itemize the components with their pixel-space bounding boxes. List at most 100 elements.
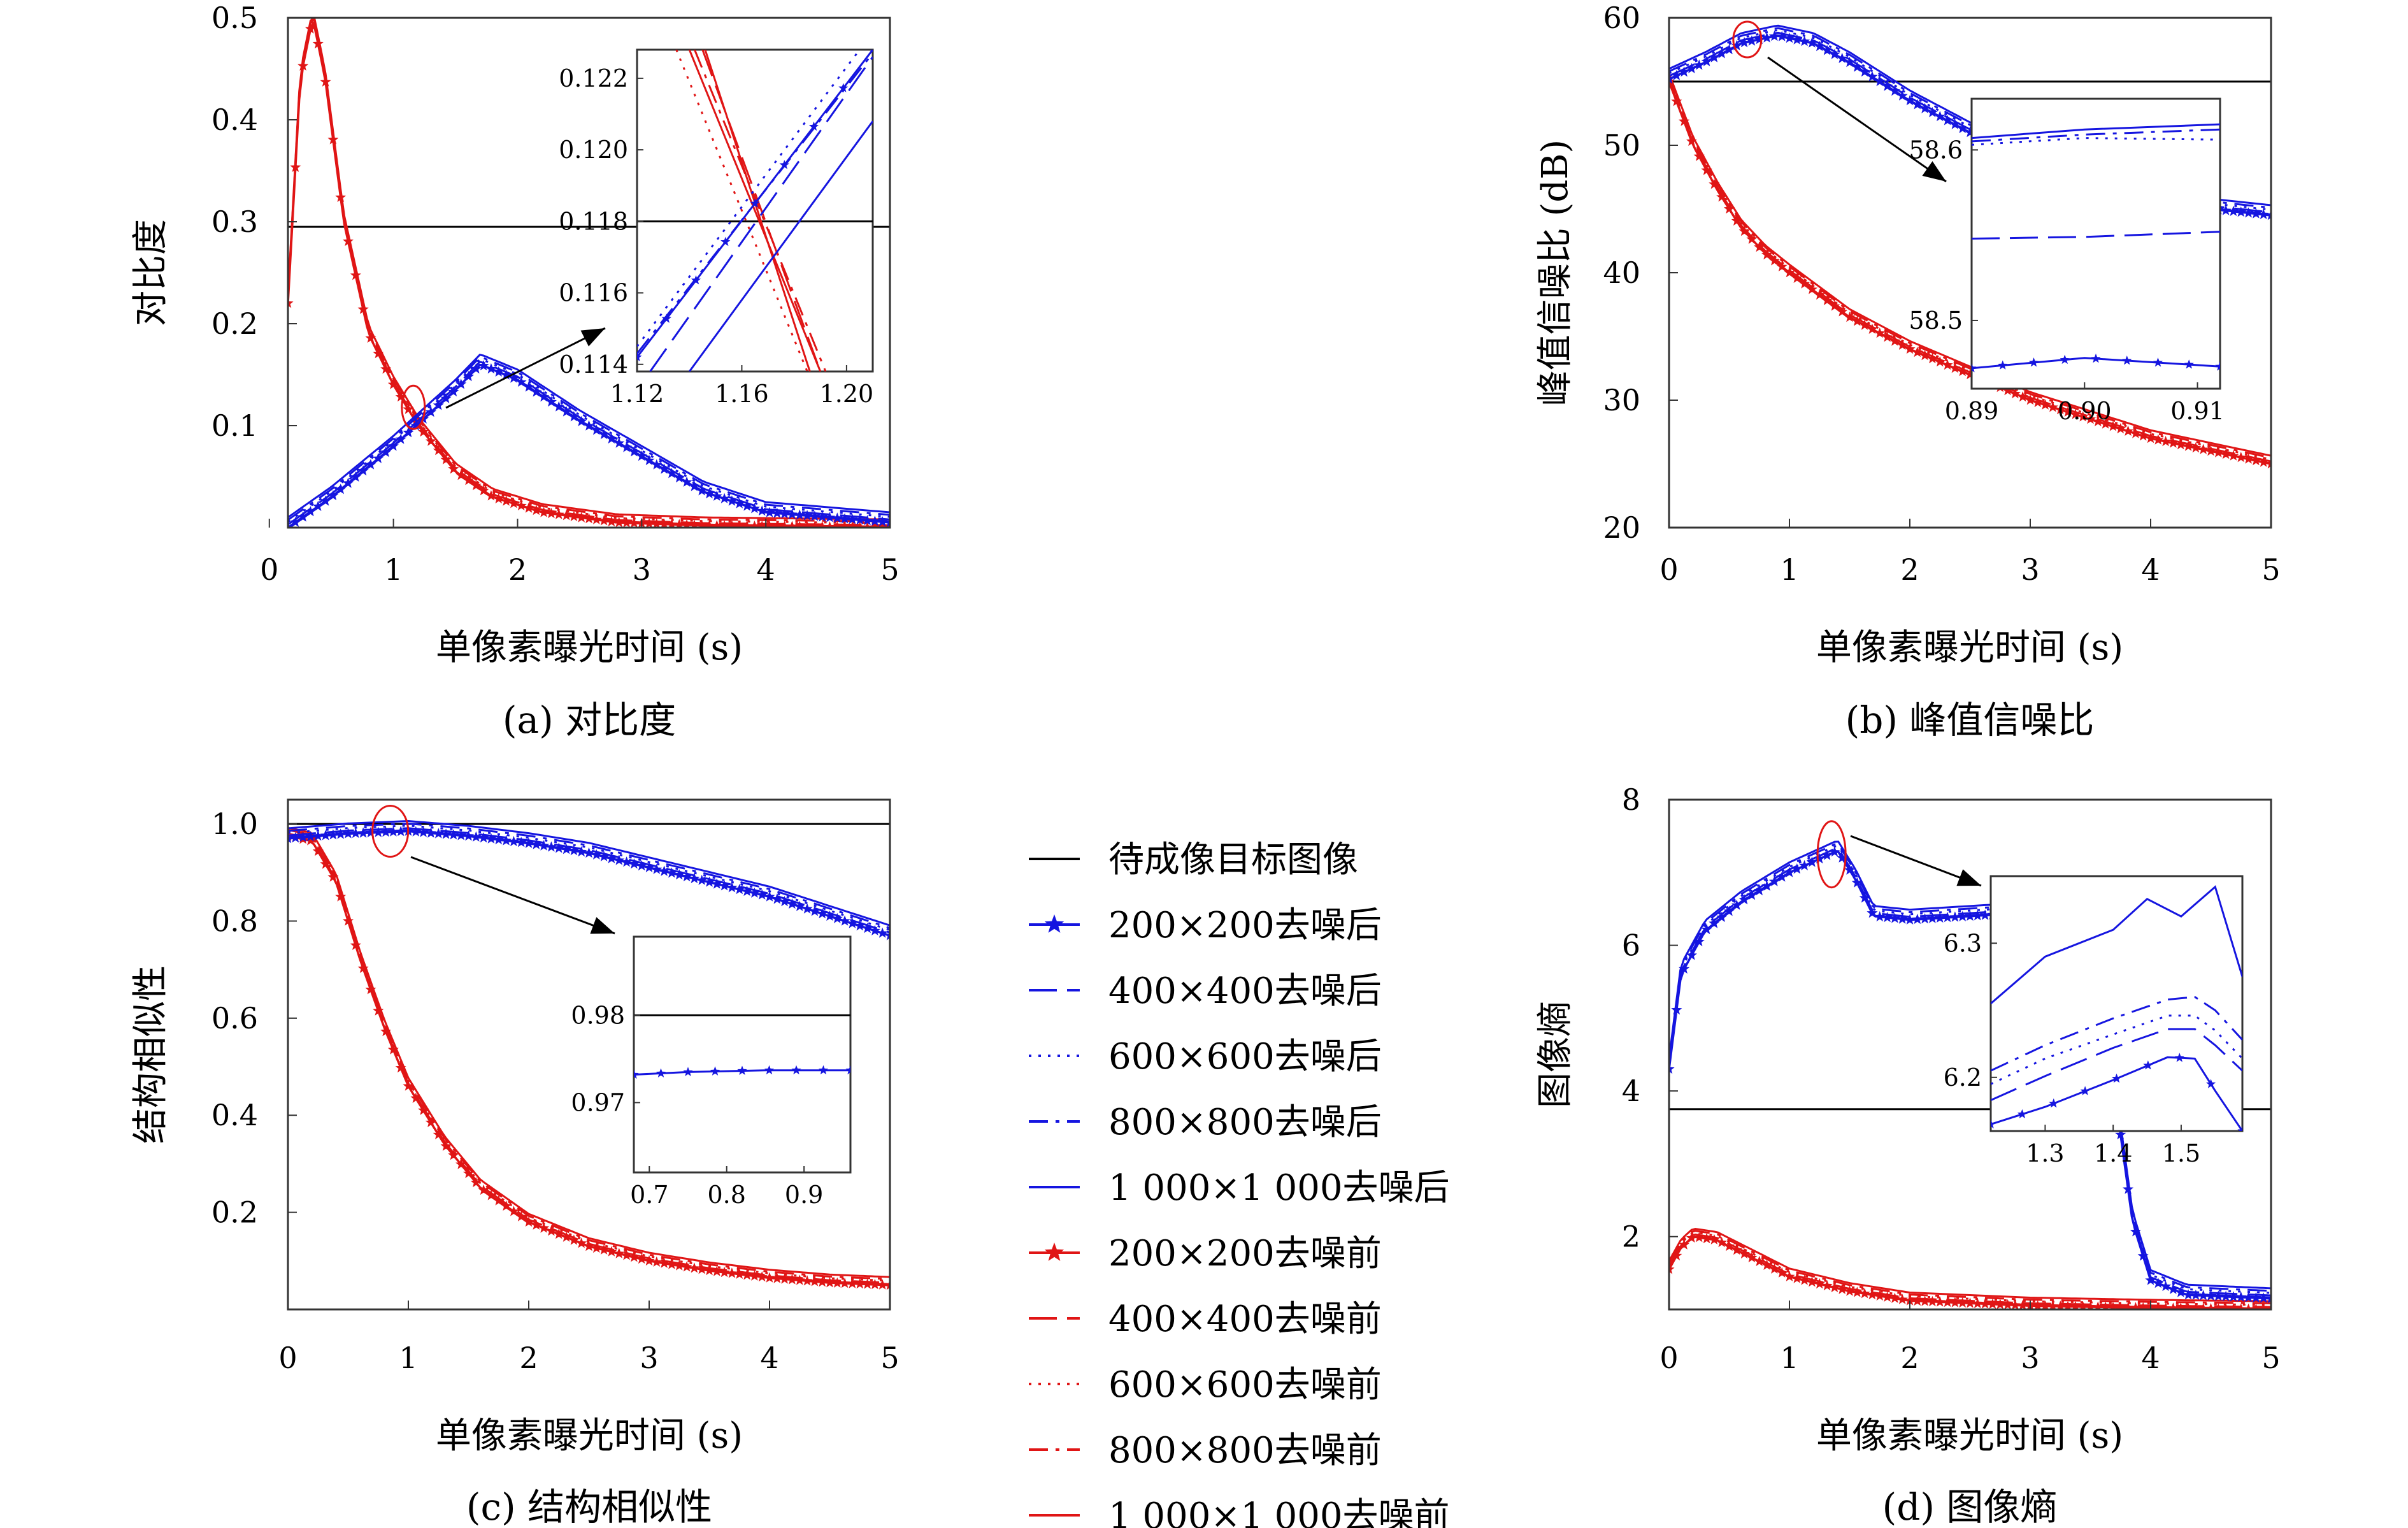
inset-y-tick-label: 58.5 (1909, 306, 1963, 335)
panel-b: 0 1 2 3 4 5 20 30 40 50 60 0.89 0.90 0.91 58.5 58.6 单像… (1535, 1, 2281, 742)
before-marker (2212, 1303, 2224, 1309)
after-marker (290, 516, 301, 527)
after-marker (1679, 963, 1690, 974)
after-marker (1791, 863, 1803, 874)
before-marker (448, 1150, 459, 1160)
before-marker (809, 1276, 821, 1287)
after-marker (839, 513, 850, 524)
before-marker (666, 519, 677, 528)
before-marker (568, 510, 580, 521)
after-marker (884, 930, 890, 941)
after-marker (1964, 910, 1976, 921)
after-marker (342, 828, 354, 839)
after-marker (2153, 1278, 2164, 1288)
inset-y-tick-label: 0.98 (571, 1001, 625, 1029)
inset-marker (683, 1067, 693, 1076)
before-marker (365, 332, 376, 343)
before-marker (462, 475, 475, 486)
inset-marker (710, 1066, 720, 1076)
after-marker (801, 510, 813, 521)
after-marker (576, 846, 587, 857)
before-marker (621, 517, 633, 528)
before-marker (1669, 1264, 1675, 1274)
before-marker (425, 1116, 436, 1127)
after-marker (1746, 890, 1758, 900)
after-marker (869, 925, 880, 935)
after-marker (862, 515, 873, 526)
before-marker (312, 38, 324, 49)
inset-marker (2028, 357, 2039, 367)
before-marker (1723, 203, 1735, 214)
x-tick-label: 0 (1659, 1341, 1678, 1375)
after-marker (1896, 90, 1908, 101)
after-marker (1889, 912, 1900, 923)
legend-label: 600×600去噪前 (1108, 1364, 1382, 1406)
before-marker (2070, 1301, 2081, 1309)
before-marker (2107, 1301, 2119, 1309)
legend-star-icon (1044, 1243, 1064, 1261)
before-marker (418, 426, 429, 437)
inset-marker (870, 50, 873, 54)
after-marker (1709, 52, 1720, 62)
before-marker (1791, 272, 1803, 283)
after-marker (357, 827, 369, 838)
inset-marker (656, 1068, 666, 1078)
x-tick-label: 3 (633, 552, 651, 587)
before-marker (1896, 1294, 1908, 1304)
before-marker (1964, 369, 1976, 380)
inset-marker (2060, 354, 2070, 364)
legend-star-icon (1044, 914, 1064, 933)
inset-x-tick-label: 1.12 (610, 380, 664, 408)
after-marker (1874, 911, 1886, 922)
inset-after-line-1 (1972, 231, 2220, 240)
legend-item: 400×400去噪前 (1029, 1299, 1382, 1340)
before-marker (576, 1237, 587, 1248)
before-marker (1995, 1299, 2006, 1309)
before-marker (1814, 289, 1825, 300)
after-marker (515, 376, 527, 387)
after-marker (1972, 910, 1983, 921)
inset-marker (634, 1069, 639, 1079)
after-marker (410, 826, 422, 837)
before-marker (801, 1275, 813, 1286)
after-marker (455, 830, 467, 840)
after-series-3 (288, 356, 890, 521)
after-marker (531, 839, 542, 849)
x-tick-label: 2 (1900, 1341, 1919, 1375)
inset-frame (633, 935, 852, 1174)
before-marker (2009, 1299, 2021, 1309)
after-marker (711, 490, 722, 501)
after-marker (1926, 106, 1938, 117)
before-marker (433, 1128, 444, 1139)
after-marker (1754, 884, 1765, 896)
x-tick-label: 3 (640, 1341, 658, 1375)
after-marker (553, 401, 564, 412)
panel-d-frame (1668, 798, 2272, 1311)
after-marker (1829, 846, 1840, 857)
after-marker (801, 903, 813, 914)
inset-after-line-4 (1991, 885, 2242, 1005)
before-marker (470, 1177, 482, 1188)
after-marker (493, 833, 505, 845)
before-marker (651, 518, 663, 528)
before-marker (2107, 421, 2119, 431)
before-marker (2190, 442, 2202, 453)
inset-marker (720, 236, 731, 247)
panel-b-caption: (b) 峰值信噪比 (1845, 698, 2095, 742)
after-marker (478, 360, 489, 371)
before-marker (418, 1104, 429, 1115)
after-marker (659, 463, 670, 474)
after-marker (425, 406, 436, 417)
before-marker (478, 485, 489, 496)
after-marker (651, 459, 663, 470)
panel-c-xlabel: 单像素曝光时间 (s) (436, 1415, 743, 1457)
zoom-arrow-head (580, 328, 605, 347)
after-marker (628, 858, 640, 869)
before-marker (1806, 1276, 1817, 1287)
before-marker (2205, 445, 2217, 456)
before-marker (1701, 164, 1712, 175)
before-marker (342, 235, 354, 247)
before-marker (1844, 312, 1856, 322)
before-marker (2228, 1303, 2239, 1309)
inset-y-tick-label: 0.122 (559, 64, 628, 92)
